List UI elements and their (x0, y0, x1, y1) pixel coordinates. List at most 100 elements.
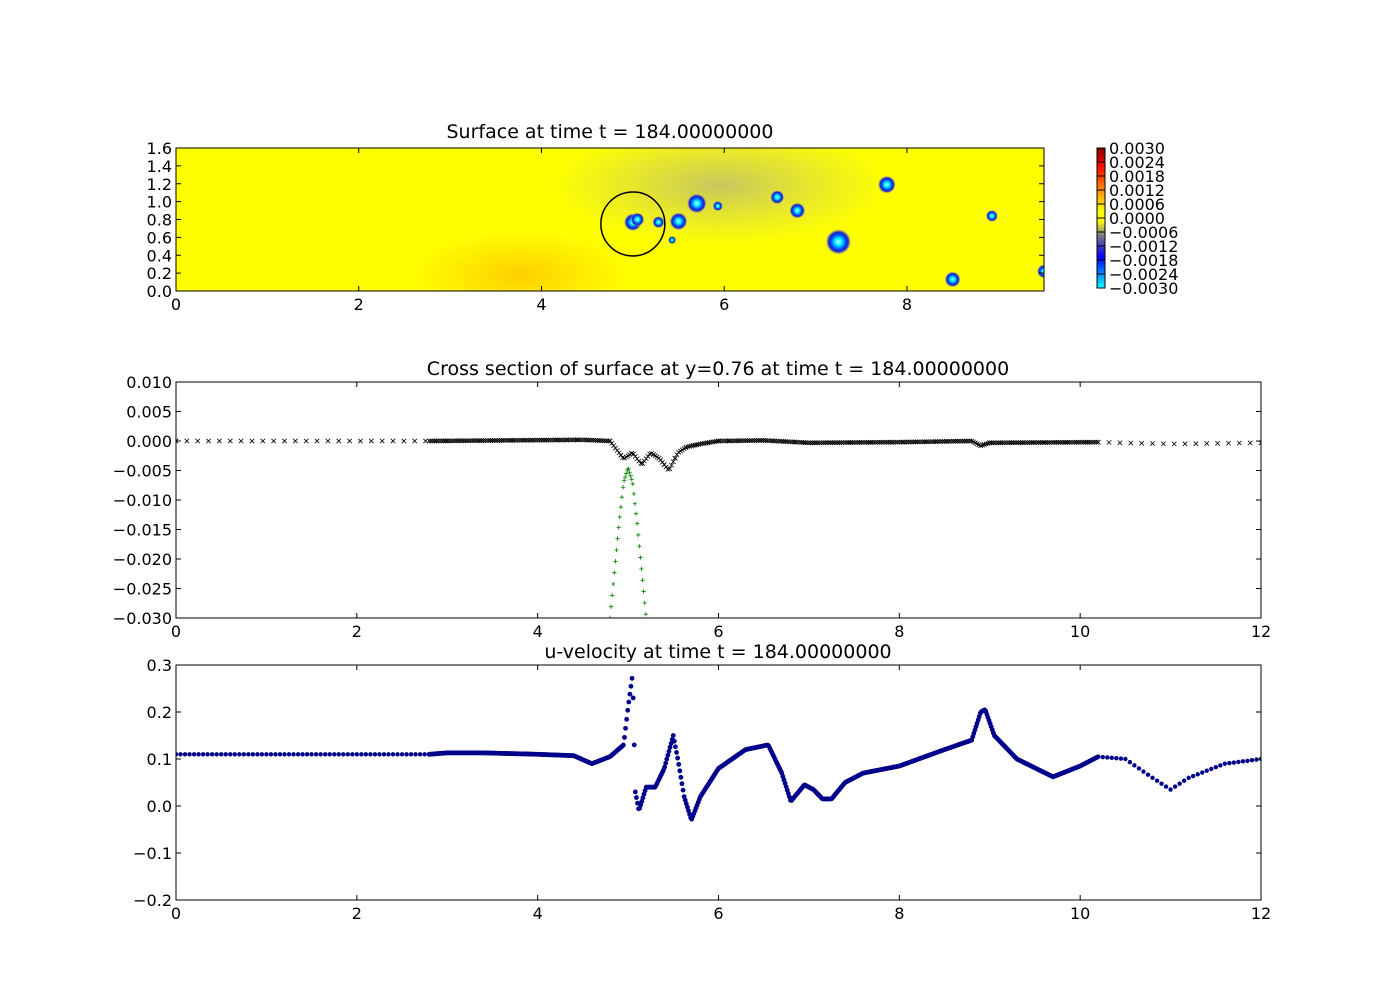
x-marker (833, 440, 839, 446)
x-marker (1046, 439, 1052, 445)
plus-marker (641, 589, 646, 594)
x-marker (837, 440, 843, 446)
x-marker (804, 440, 810, 446)
x-marker (815, 440, 821, 446)
x-marker (1012, 440, 1018, 446)
x-marker (824, 440, 830, 446)
x-marker (732, 438, 738, 444)
x-tick-label: 0 (171, 295, 181, 314)
y-tick-label: 1.4 (147, 157, 172, 176)
x-marker (1065, 439, 1070, 445)
x-marker (871, 439, 877, 445)
y-tick-label: 0.000 (126, 432, 172, 451)
velocity-point (255, 752, 260, 757)
velocity-point (671, 738, 677, 744)
x-marker (453, 438, 459, 444)
x-marker (216, 438, 222, 444)
x-marker (866, 439, 872, 445)
velocity-point (1159, 781, 1164, 786)
plus-marker (620, 485, 626, 490)
x-marker (954, 438, 960, 444)
x-marker (1001, 440, 1007, 446)
velocity-point (291, 752, 296, 757)
velocity-point (1118, 756, 1124, 761)
x-marker (1043, 439, 1049, 445)
x-marker (922, 439, 928, 445)
x-marker (1055, 439, 1061, 445)
velocity-point (1177, 781, 1182, 786)
depression-spot (789, 202, 806, 219)
x-marker (536, 437, 542, 443)
velocity-point (377, 752, 382, 757)
velocity-point (1150, 775, 1155, 780)
x-marker (902, 439, 908, 445)
velocity-point (1141, 769, 1146, 774)
x-marker (1036, 440, 1042, 445)
x-marker (819, 440, 825, 446)
x-marker (470, 438, 476, 444)
x-marker (511, 437, 517, 443)
x-marker (860, 439, 866, 445)
x-marker (934, 439, 940, 445)
plus-marker (633, 511, 639, 516)
plus-marker (632, 501, 638, 506)
velocity-point (630, 695, 636, 701)
x-marker (520, 437, 526, 443)
y-tick-label: 0.2 (147, 264, 172, 283)
velocity-point (196, 752, 201, 757)
x-marker (1008, 440, 1014, 446)
y-tick-label: −0.005 (113, 462, 172, 481)
x-marker (1027, 440, 1033, 446)
x-marker (692, 442, 698, 448)
x-marker (672, 455, 678, 461)
y-tick-label: −0.015 (113, 521, 172, 540)
y-tick-label: 0.010 (126, 373, 172, 392)
x-marker (725, 438, 731, 444)
velocity-point (632, 789, 638, 795)
plus-marker (627, 470, 632, 475)
x-marker (737, 438, 743, 444)
velocity-point (282, 752, 287, 757)
x-marker (1117, 440, 1123, 446)
velocity-point (219, 752, 224, 757)
velocity-point (223, 752, 228, 757)
x-marker (828, 440, 834, 446)
heatmap-title: Surface at time t = 184.00000000 (447, 121, 774, 143)
velocity-point (264, 752, 269, 757)
x-marker (918, 439, 924, 445)
velocity-point (178, 752, 183, 757)
plus-marker (643, 612, 649, 617)
x-marker (499, 437, 504, 443)
x-marker (920, 439, 926, 445)
x-marker (1068, 439, 1074, 445)
depression-spot (985, 209, 998, 222)
velocity-point (629, 675, 635, 681)
x-marker (1063, 439, 1069, 445)
x-tick-label: 2 (352, 904, 362, 923)
x-marker (314, 438, 320, 444)
y-tick-label: 0.0 (147, 797, 172, 816)
x-tick-label: 2 (352, 622, 362, 641)
x-marker (947, 438, 953, 444)
plus-marker (637, 544, 642, 549)
x-marker (728, 438, 734, 444)
x-marker (889, 439, 895, 445)
x-marker (820, 440, 826, 446)
x-marker (450, 438, 456, 444)
velocity-point (327, 752, 332, 757)
velocity-frame (175, 664, 1262, 901)
velocity-point (1145, 772, 1151, 777)
velocity-data (176, 675, 1261, 822)
velocity-point (422, 752, 427, 757)
velocity-point (350, 752, 355, 757)
velocity-point (359, 752, 364, 757)
velocity-point (332, 752, 337, 757)
x-marker (176, 438, 179, 444)
depression-spot (877, 175, 896, 194)
heatmap-field (176, 148, 1044, 291)
velocity-point (277, 752, 283, 757)
velocity-point (663, 760, 669, 766)
x-marker (488, 438, 494, 444)
x-marker (835, 440, 841, 446)
x-marker (556, 437, 562, 443)
